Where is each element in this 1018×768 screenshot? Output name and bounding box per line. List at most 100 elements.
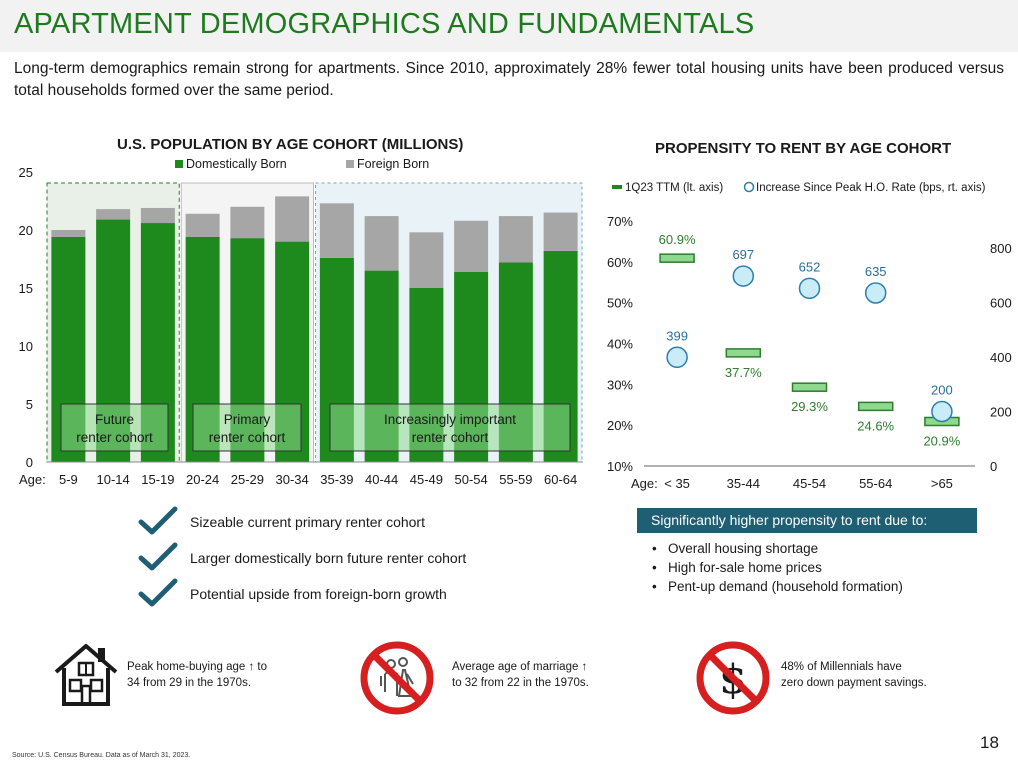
x-tick-label: 55-59: [499, 472, 532, 487]
checkmark-icon: [138, 506, 178, 535]
bar-foreign: [319, 203, 354, 258]
bar-foreign: [409, 232, 444, 288]
checkmark-icon: [138, 542, 178, 571]
bps-data-label: 200: [931, 383, 953, 398]
no-marriage-icon: [360, 641, 434, 715]
fact-line: zero down payment savings.: [781, 677, 927, 689]
x-tick-label: 45-54: [793, 476, 826, 491]
cohort-label-text: Increasingly important: [384, 412, 516, 427]
cohort-label-text: renter cohort: [412, 430, 489, 445]
x-tick-label: 15-19: [141, 472, 174, 487]
y-left-tick-label: 60%: [607, 255, 633, 270]
y-right-tick-label: 600: [990, 296, 1012, 311]
cohort-label-text: Primary: [224, 412, 271, 427]
check-item-text: Potential upside from foreign-born growt…: [190, 586, 447, 602]
legend-label: 1Q23 TTM (lt. axis): [625, 182, 723, 194]
fact-savings: 48% of Millennials have zero down paymen…: [781, 659, 927, 691]
bar-foreign: [51, 230, 86, 237]
bar-foreign: [185, 213, 220, 237]
bullet-text: Overall housing shortage: [668, 541, 819, 556]
axis-prefix: Age:: [631, 476, 658, 491]
y-left-tick-label: 10%: [607, 459, 633, 474]
bps-marker: [798, 277, 821, 300]
bar-foreign: [543, 212, 578, 251]
y-tick-label: 10: [19, 339, 33, 354]
bps-data-label: 635: [865, 264, 887, 279]
y-left-tick-label: 40%: [607, 337, 633, 352]
bps-marker: [864, 282, 887, 304]
bullet-item: • Pent-up demand (household formation): [652, 579, 903, 594]
y-right-tick-label: 800: [990, 241, 1012, 256]
propensity-data-label: 29.3%: [791, 399, 828, 414]
y-left-tick-label: 50%: [607, 296, 633, 311]
y-tick-label: 5: [26, 397, 33, 412]
fact-line: Average age of marriage ↑: [452, 661, 588, 673]
cohort-label-text: renter cohort: [76, 430, 153, 445]
y-tick-label: 20: [19, 223, 33, 238]
x-tick-label: 35-44: [727, 476, 760, 491]
axis-prefix: Age:: [19, 472, 46, 487]
cohort-label-box: [329, 403, 571, 452]
fact-line: Peak home-buying age ↑ to: [127, 661, 268, 673]
x-tick-label: 25-29: [231, 472, 264, 487]
bullet-item: • Overall housing shortage: [652, 541, 819, 556]
check-item: Potential upside from foreign-born growt…: [138, 578, 558, 608]
y-tick-label: 15: [19, 281, 33, 296]
x-tick-label: 10-14: [97, 472, 130, 487]
y-right-tick-label: 200: [990, 405, 1012, 420]
x-tick-label: 5-9: [59, 472, 78, 487]
propensity-data-label: 37.7%: [725, 365, 762, 380]
propensity-marker: [725, 348, 762, 358]
bar-foreign: [230, 206, 265, 239]
x-tick-label: >65: [931, 476, 953, 491]
bps-data-label: 697: [732, 247, 754, 262]
y-right-tick-label: 0: [990, 459, 997, 474]
propensity-data-label: 60.9%: [659, 232, 696, 247]
x-tick-label: 45-49: [410, 472, 443, 487]
fact-line: to 32 from 22 in the 1970s.: [452, 677, 589, 689]
no-savings-icon: $: [696, 641, 770, 715]
y-tick-label: 0: [26, 455, 33, 470]
propensity-data-label: 24.6%: [857, 418, 894, 433]
legend-swatch-foreign: [346, 160, 354, 168]
legend-label: Domestically Born: [186, 157, 287, 171]
house-icon: [54, 644, 118, 706]
x-tick-label: 60-64: [544, 472, 577, 487]
x-tick-label: 40-44: [365, 472, 398, 487]
propensity-marker: [857, 401, 894, 412]
bar-foreign: [364, 216, 399, 271]
x-tick-label: 55-64: [859, 476, 892, 491]
fact-marriage: Average age of marriage ↑ to 32 from 22 …: [452, 659, 589, 691]
propensity-data-label: 20.9%: [923, 433, 960, 448]
y-tick-label: 25: [19, 165, 33, 180]
page-number: 18: [980, 733, 999, 752]
propensity-chart-title: PROPENSITY TO RENT BY AGE COHORT: [655, 140, 952, 157]
check-item-text: Larger domestically born future renter c…: [190, 550, 467, 566]
source-note: Source: U.S. Census Bureau. Data as of M…: [12, 752, 191, 759]
legend-label: Foreign Born: [357, 157, 429, 171]
propensity-marker: [659, 253, 695, 263]
checkmark-icon: [138, 578, 178, 607]
x-tick-label: 20-24: [186, 472, 219, 487]
x-tick-label: 35-39: [320, 472, 353, 487]
y-left-tick-label: 30%: [607, 377, 633, 392]
callout-header: Significantly higher propensity to rent …: [637, 508, 977, 533]
bps-marker: [931, 400, 953, 423]
bar-foreign: [96, 209, 131, 220]
x-tick-label: 30-34: [276, 472, 309, 487]
bps-data-label: 399: [666, 328, 688, 343]
fact-line: 48% of Millennials have: [781, 661, 902, 673]
propensity-marker: [791, 382, 828, 392]
legend-label: Increase Since Peak H.O. Rate (bps, rt. …: [756, 182, 986, 194]
bullet-text: High for-sale home prices: [668, 560, 822, 575]
y-left-tick-label: 20%: [607, 418, 633, 433]
legend-swatch-propensity: [612, 185, 622, 189]
check-item-text: Sizeable current primary renter cohort: [190, 514, 425, 530]
bps-data-label: 652: [799, 259, 821, 274]
fact-line: 34 from 29 in the 1970s.: [127, 677, 252, 689]
x-tick-label: 50-54: [455, 472, 488, 487]
check-item: Larger domestically born future renter c…: [138, 542, 558, 572]
page-subtitle: Long-term demographics remain strong for…: [14, 60, 1004, 99]
bar-foreign: [275, 196, 310, 242]
